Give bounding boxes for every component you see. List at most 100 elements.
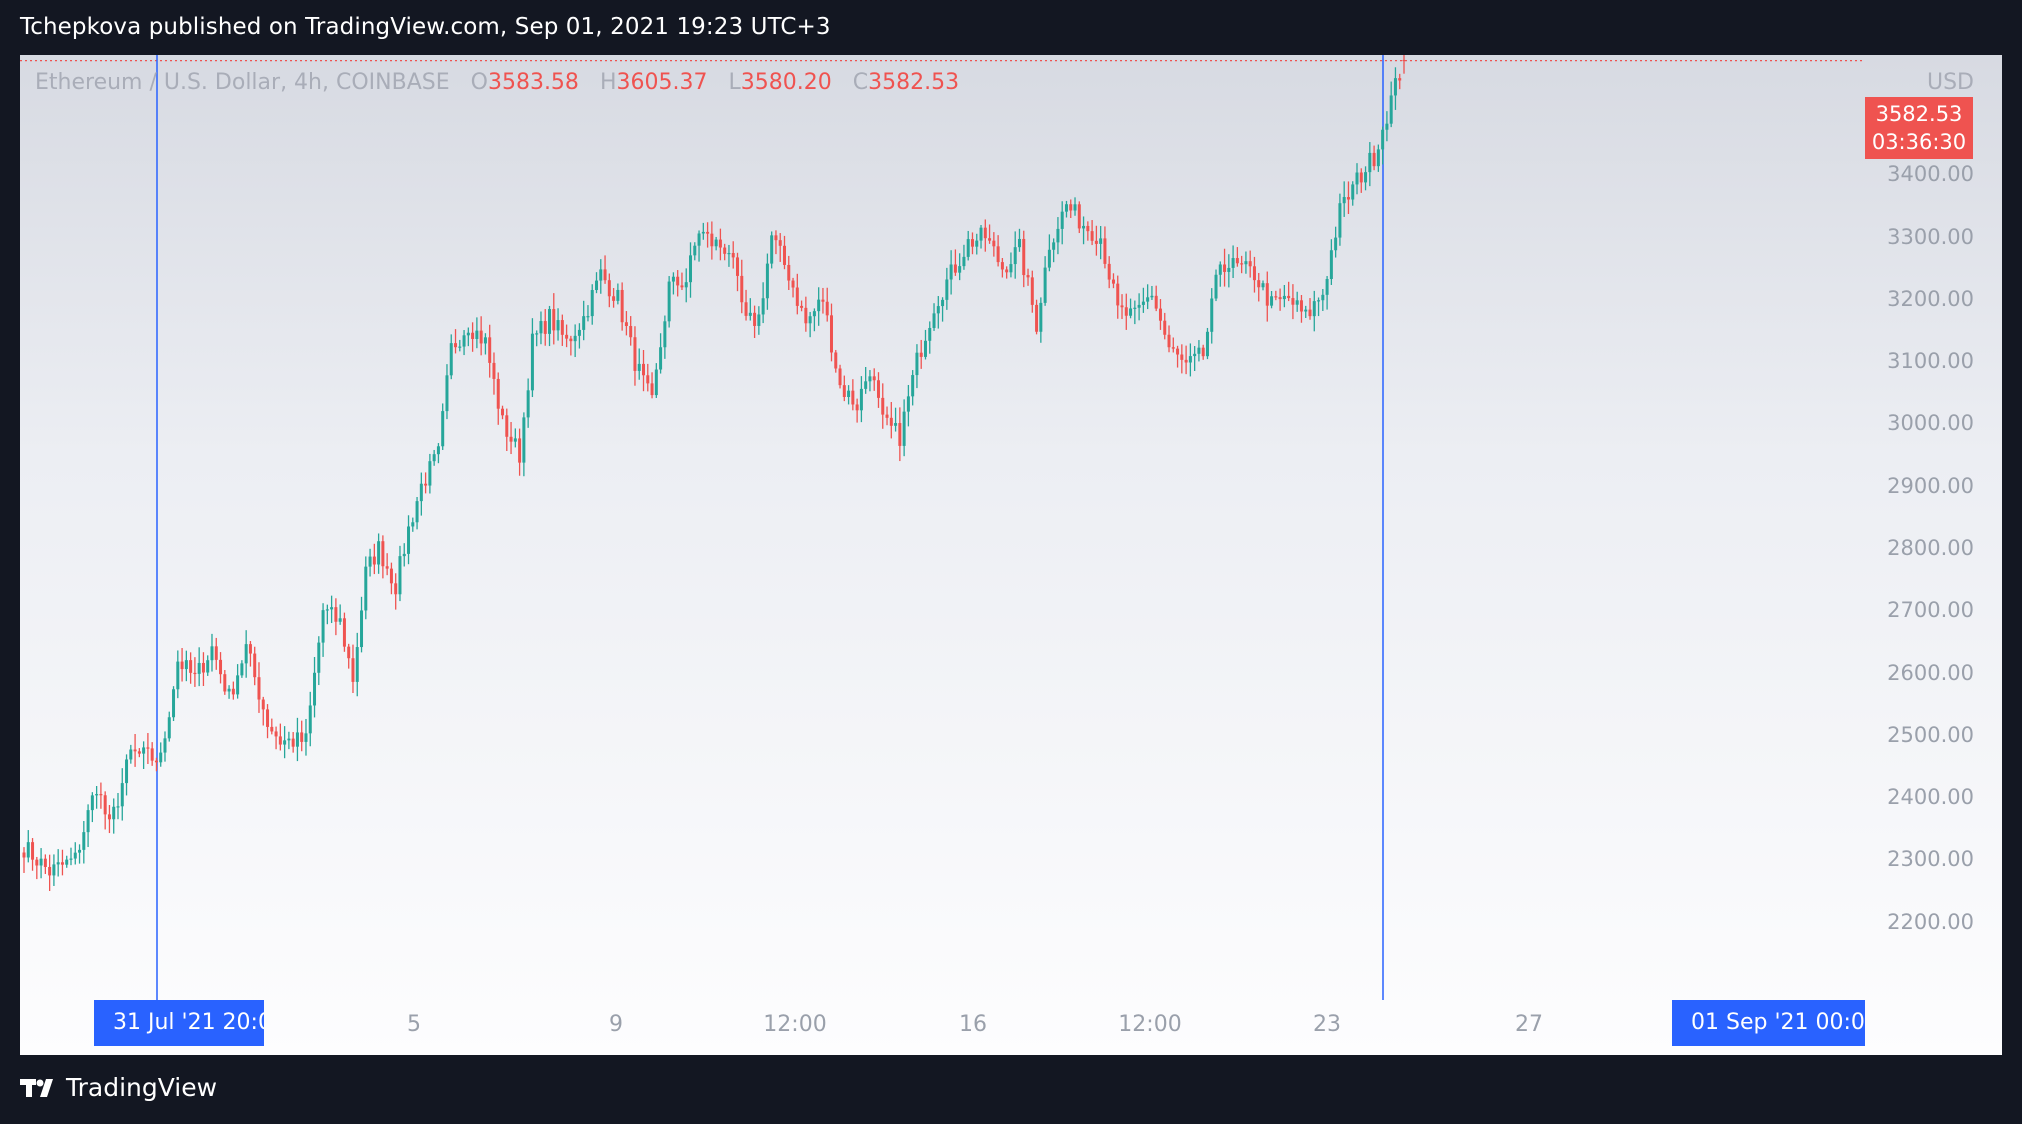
published-line: Tchepkova published on TradingView.com, … — [20, 14, 831, 40]
candle-body-up — [1355, 172, 1359, 185]
candle — [684, 268, 688, 303]
candle-body-up — [184, 660, 188, 670]
candle — [1346, 181, 1350, 215]
price-axis[interactable]: USD 3500.003400.003300.003200.003100.003… — [1865, 55, 2002, 1055]
candle-body-down — [629, 326, 633, 338]
candle-body-up — [1099, 238, 1103, 244]
candle — [842, 375, 846, 402]
candle-body-up — [304, 733, 308, 742]
candle — [522, 412, 526, 477]
candle-body-up — [398, 556, 402, 595]
candle-body-up — [577, 329, 581, 336]
candle-body-down — [248, 644, 252, 654]
candle-body-down — [804, 307, 808, 324]
candle — [1197, 340, 1201, 362]
candle-body-down — [753, 312, 757, 326]
candle — [167, 711, 171, 742]
candle-body-up — [1261, 283, 1265, 288]
candle — [1193, 346, 1197, 372]
candle-body-down — [825, 301, 829, 316]
candle — [197, 647, 201, 687]
candle-body-down — [501, 408, 505, 416]
candle — [710, 221, 714, 260]
candle-body-up — [962, 256, 966, 267]
candle-body-down — [620, 289, 624, 323]
candle-body-down — [723, 247, 727, 254]
candle — [603, 255, 607, 284]
candle — [398, 545, 402, 602]
candle-body-down — [1308, 309, 1312, 317]
candle — [642, 350, 646, 392]
candle-body-down — [270, 726, 274, 732]
candle — [1257, 272, 1261, 302]
candlestick-chart[interactable] — [20, 55, 1865, 1000]
candle — [325, 604, 329, 625]
time-axis[interactable]: 5 9 12:00 16 12:00 23 27 31 Jul '21 20:00 01 S… — [20, 1000, 1865, 1055]
candle-body-up — [582, 316, 586, 330]
candle — [1282, 284, 1286, 308]
candle-body-down — [342, 618, 346, 647]
candle-body-down — [821, 299, 825, 302]
candle-body-up — [210, 646, 214, 661]
time-tick-label: 23 — [1313, 1012, 1341, 1037]
candle — [52, 854, 56, 886]
candle — [962, 244, 966, 270]
candle — [313, 657, 317, 718]
legend-low-key: L — [728, 70, 741, 95]
candle — [782, 235, 786, 270]
candle-body-up — [287, 738, 291, 741]
candle-body-down — [1030, 277, 1034, 305]
candle-body-up — [428, 461, 432, 486]
bar-countdown: 03:36:30 — [1871, 130, 1967, 154]
candle-body-up — [539, 321, 543, 334]
candle-body-up — [1325, 278, 1329, 295]
candle — [1325, 276, 1329, 310]
candle-body-down — [1180, 354, 1184, 360]
candle-body-up — [859, 388, 863, 411]
candle — [1201, 344, 1205, 360]
candle-body-down — [919, 352, 923, 357]
candle — [338, 604, 342, 625]
candle-body-down — [1223, 264, 1227, 272]
candle — [1158, 299, 1162, 330]
candle — [133, 734, 137, 767]
candle — [582, 300, 586, 341]
candle-body-up — [483, 337, 487, 344]
chart-panel[interactable]: Ethereum / U.S. Dollar, 4h, COINBASE O35… — [20, 55, 2002, 1055]
candle-body-up — [125, 759, 129, 784]
candle — [509, 421, 513, 455]
candle-body-up — [466, 332, 470, 336]
candle — [466, 327, 470, 347]
candle-body-down — [988, 238, 992, 241]
candle-body-up — [1312, 301, 1316, 317]
candle — [172, 686, 176, 722]
candle — [415, 497, 419, 530]
candle-body-up — [313, 672, 317, 706]
candle-body-down — [389, 568, 393, 584]
tradingview-logo[interactable]: TradingView — [20, 1073, 217, 1102]
candle-body-up — [1129, 308, 1133, 316]
candle-body-down — [774, 235, 778, 241]
candle-body-up — [1338, 203, 1342, 238]
plot-area[interactable]: Ethereum / U.S. Dollar, 4h, COINBASE O35… — [20, 55, 1865, 1000]
time-marker-label-start: 31 Jul '21 20:00 — [94, 1000, 264, 1046]
candle — [975, 233, 979, 255]
candle — [1129, 298, 1133, 319]
candle-body-up — [56, 862, 60, 865]
candle-body-down — [35, 859, 39, 866]
candle-body-up — [1317, 300, 1321, 302]
candle-body-up — [407, 526, 411, 554]
candle-body-down — [300, 732, 304, 742]
candle — [1270, 290, 1274, 309]
candle — [317, 636, 321, 686]
candle-body-down — [1346, 197, 1350, 200]
candle — [1064, 200, 1068, 218]
candle — [821, 287, 825, 314]
candle-body-down — [505, 415, 509, 437]
candle-body-up — [911, 375, 915, 397]
candle-body-up — [163, 738, 167, 753]
candle — [236, 664, 240, 699]
candle — [1385, 111, 1389, 142]
candle-body-down — [201, 662, 205, 673]
candle-body-up — [120, 783, 124, 807]
